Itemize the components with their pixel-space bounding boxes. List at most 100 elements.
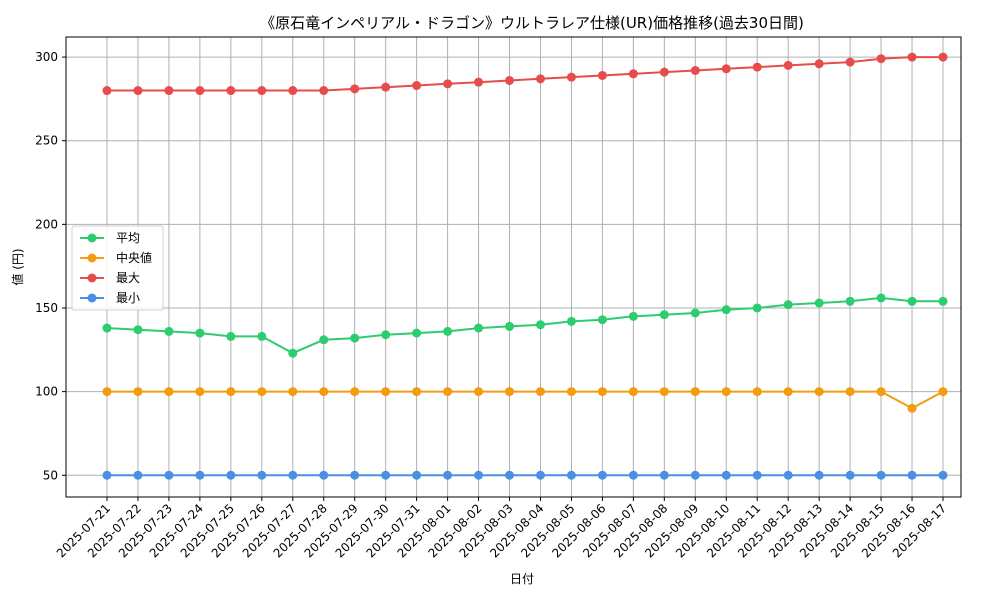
series-3 — [102, 470, 948, 480]
data-point — [133, 325, 143, 335]
data-point — [164, 326, 174, 336]
y-tick-label: 300 — [35, 50, 58, 64]
data-point — [907, 403, 917, 413]
data-point — [412, 387, 422, 397]
series-line — [107, 390, 944, 410]
data-point — [257, 86, 267, 96]
data-point — [566, 470, 576, 480]
data-point — [566, 387, 576, 397]
legend-label: 平均 — [116, 231, 140, 245]
data-point — [721, 387, 731, 397]
data-point — [938, 52, 948, 62]
data-point — [938, 387, 948, 397]
data-point — [102, 86, 112, 96]
legend-item: 最大 — [80, 271, 140, 285]
data-point — [443, 470, 453, 480]
y-axis-ticks: 50 100 150 200 250 300 — [35, 50, 66, 482]
data-point — [721, 305, 731, 315]
data-point — [288, 470, 298, 480]
data-point — [443, 79, 453, 89]
legend-item: 平均 — [80, 231, 140, 245]
data-point — [133, 86, 143, 96]
legend-item: 中央値 — [80, 250, 152, 265]
data-point — [597, 470, 607, 480]
legend-swatch-marker — [87, 233, 97, 243]
legend-swatch-marker — [87, 253, 97, 263]
data-point — [938, 470, 948, 480]
data-point — [412, 81, 422, 91]
data-point — [474, 470, 484, 480]
data-point — [257, 331, 267, 341]
data-point — [195, 387, 205, 397]
data-point — [226, 331, 236, 341]
data-point — [907, 296, 917, 306]
legend-swatch-marker — [87, 273, 97, 283]
legend-box — [71, 225, 164, 311]
data-point — [505, 75, 515, 85]
legend-item: 最小 — [80, 291, 140, 305]
data-point — [628, 69, 638, 79]
data-point — [226, 470, 236, 480]
data-point — [164, 387, 174, 397]
data-point — [845, 387, 855, 397]
data-point — [659, 67, 669, 77]
data-point — [257, 387, 267, 397]
data-point — [535, 387, 545, 397]
data-point — [319, 387, 329, 397]
plot-frame — [65, 36, 962, 498]
data-point — [443, 387, 453, 397]
data-point — [288, 387, 298, 397]
data-point — [288, 86, 298, 96]
data-point — [102, 323, 112, 333]
data-point — [783, 470, 793, 480]
data-point — [350, 387, 360, 397]
data-point — [752, 387, 762, 397]
data-point — [257, 470, 267, 480]
data-point — [659, 470, 669, 480]
grid — [66, 37, 961, 497]
data-point — [350, 470, 360, 480]
data-point — [381, 330, 391, 340]
series-1 — [102, 387, 948, 413]
series-line — [107, 56, 943, 92]
data-point — [876, 54, 886, 64]
data-point — [505, 470, 515, 480]
data-point — [752, 470, 762, 480]
data-point — [350, 84, 360, 94]
data-point — [690, 470, 700, 480]
data-point — [845, 57, 855, 67]
data-point — [814, 59, 824, 69]
data-point — [195, 328, 205, 338]
data-point — [474, 77, 484, 87]
data-point — [164, 86, 174, 96]
legend-label: 最大 — [116, 271, 140, 285]
data-point — [133, 470, 143, 480]
data-point — [566, 316, 576, 326]
data-point — [659, 310, 669, 320]
y-tick-label: 250 — [35, 134, 58, 148]
data-point — [566, 72, 576, 82]
data-point — [845, 296, 855, 306]
data-point — [381, 470, 391, 480]
data-point — [628, 311, 638, 321]
data-point — [597, 315, 607, 325]
data-point — [721, 470, 731, 480]
data-point — [752, 62, 762, 72]
data-point — [938, 296, 948, 306]
data-point — [164, 470, 174, 480]
data-point — [659, 387, 669, 397]
data-point — [783, 60, 793, 70]
data-point — [474, 387, 484, 397]
data-point — [628, 470, 638, 480]
x-axis-ticks: 2025-07-212025-07-222025-07-232025-07-24… — [54, 497, 949, 560]
y-tick-label: 150 — [35, 301, 58, 315]
data-point — [226, 387, 236, 397]
y-tick-label: 200 — [35, 217, 58, 231]
data-point — [102, 387, 112, 397]
data-point — [814, 470, 824, 480]
series-2 — [102, 52, 948, 96]
y-tick-label: 50 — [43, 468, 58, 482]
y-tick-label: 100 — [35, 385, 58, 399]
